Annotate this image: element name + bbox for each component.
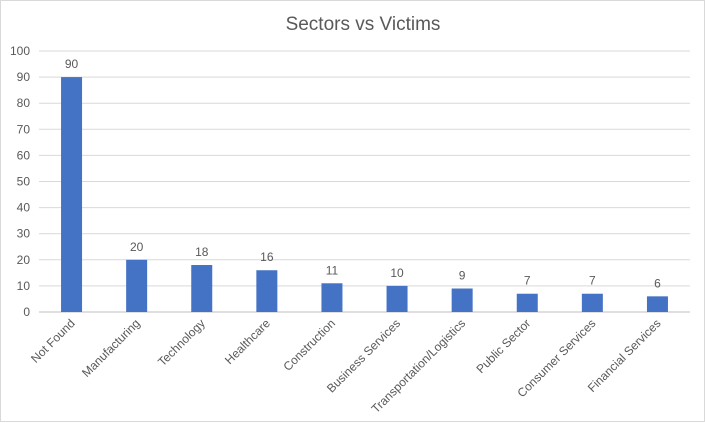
data-label: 16 (260, 250, 274, 264)
data-label: 10 (390, 266, 404, 280)
y-tick-label: 100 (10, 44, 30, 58)
y-tick-label: 10 (17, 279, 31, 293)
x-tick-label: Manufacturing (79, 316, 143, 380)
x-tick-label: Technology (155, 316, 208, 369)
bar (61, 77, 83, 312)
bar (191, 265, 213, 312)
y-tick-label: 30 (17, 227, 31, 241)
data-label: 20 (130, 240, 144, 254)
bar (386, 285, 408, 312)
x-tick-label: Healthcare (222, 316, 273, 367)
y-tick-label: 50 (17, 175, 31, 189)
data-label: 9 (459, 269, 466, 283)
data-label: 6 (654, 276, 661, 290)
x-tick-label: Construction (281, 316, 339, 374)
data-label: 18 (195, 245, 209, 259)
data-label: 7 (524, 274, 531, 288)
bar (256, 270, 278, 312)
y-tick-label: 20 (17, 253, 31, 267)
chart-title: Sectors vs Victims (286, 14, 441, 35)
bar (646, 296, 668, 312)
x-tick-label: Not Found (28, 316, 78, 366)
y-tick-label: 70 (17, 122, 31, 136)
bar (126, 259, 148, 312)
bar (321, 283, 343, 312)
data-label: 7 (589, 274, 596, 288)
y-tick-label: 80 (17, 96, 31, 110)
data-label: 90 (65, 57, 79, 71)
y-tick-label: 60 (17, 148, 31, 162)
x-tick-label: Financial Services (585, 316, 664, 395)
y-tick-label: 90 (17, 70, 31, 84)
bar (516, 293, 538, 312)
data-label: 11 (326, 263, 339, 277)
y-tick-label: 40 (17, 201, 31, 215)
y-tick-label: 0 (23, 305, 30, 319)
bar (451, 288, 473, 312)
bar (581, 293, 603, 312)
x-tick-label: Public Sector (473, 316, 533, 376)
